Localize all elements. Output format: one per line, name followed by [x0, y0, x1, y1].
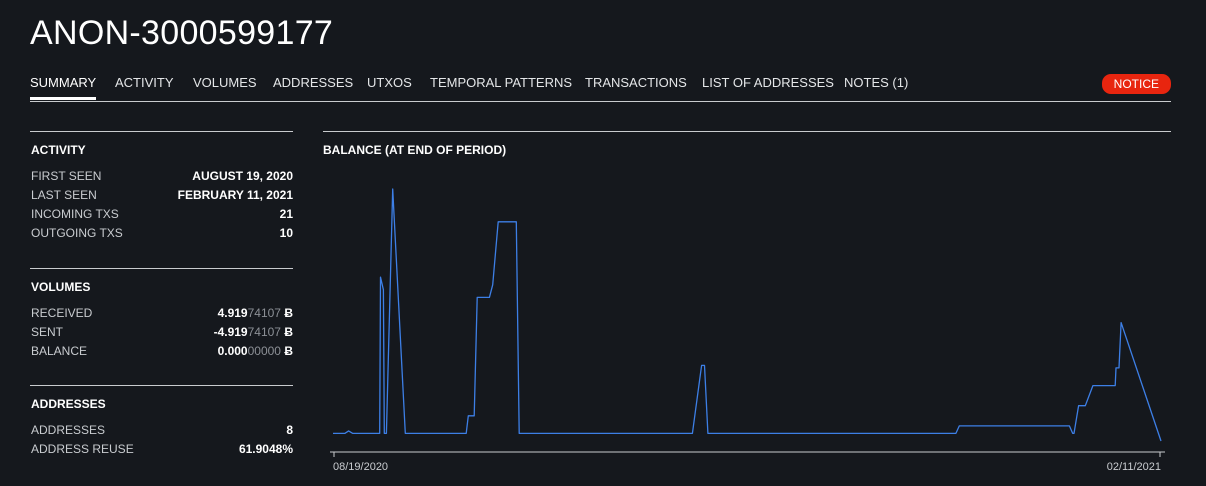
- tab-utxos[interactable]: UTXOS: [367, 75, 412, 90]
- page-title: ANON-3000599177: [30, 14, 334, 52]
- addresses-count-label: ADDRESSES: [31, 423, 106, 437]
- address-reuse-row: ADDRESS REUSE 61.9048%: [31, 442, 293, 461]
- balance-value: 0.00000000 Ƀ: [217, 344, 293, 358]
- bitcoin-icon: Ƀ: [284, 306, 293, 320]
- bitcoin-icon: Ƀ: [284, 344, 293, 358]
- sent-row: SENT -4.91974107 Ƀ: [31, 325, 293, 344]
- volumes-section-title: VOLUMES: [31, 280, 91, 294]
- tab-addresses[interactable]: ADDRESSES: [273, 75, 354, 90]
- sent-value: -4.91974107 Ƀ: [213, 325, 293, 339]
- last-seen-row: LAST SEEN FEBRUARY 11, 2021: [31, 188, 293, 207]
- x-tick-label-start: 08/19/2020: [333, 461, 388, 472]
- notice-badge[interactable]: NOTICE: [1101, 74, 1171, 94]
- tab-volumes[interactable]: VOLUMES: [193, 75, 257, 90]
- tab-bar: SUMMARY ACTIVITY VOLUMES ADDRESSES UTXOS…: [30, 74, 1171, 102]
- chart-title: BALANCE (AT END OF PERIOD): [323, 143, 507, 157]
- received-label: RECEIVED: [31, 306, 93, 320]
- balance-row: BALANCE 0.00000000 Ƀ: [31, 344, 293, 363]
- first-seen-value: AUGUST 19, 2020: [192, 169, 293, 183]
- incoming-txs-row: INCOMING TXS 21: [31, 207, 293, 226]
- tab-activity[interactable]: ACTIVITY: [115, 75, 174, 90]
- addresses-count-value: 8: [286, 423, 293, 437]
- tab-list-of-addresses[interactable]: LIST OF ADDRESSES: [702, 75, 834, 90]
- last-seen-label: LAST SEEN: [31, 188, 97, 202]
- address-reuse-label: ADDRESS REUSE: [31, 442, 134, 456]
- outgoing-txs-row: OUTGOING TXS 10: [31, 226, 293, 245]
- addresses-section: ADDRESSES ADDRESSES 8 ADDRESS REUSE 61.9…: [30, 385, 293, 476]
- balance-chart-panel: BALANCE (AT END OF PERIOD) 08/19/2020 02…: [323, 131, 1171, 472]
- activity-section: ACTIVITY FIRST SEEN AUGUST 19, 2020 LAST…: [30, 131, 293, 252]
- received-value: 4.91974107 Ƀ: [217, 306, 293, 320]
- balance-label: BALANCE: [31, 344, 88, 358]
- addresses-section-title: ADDRESSES: [31, 397, 106, 411]
- tab-temporal-patterns[interactable]: TEMPORAL PATTERNS: [430, 75, 573, 90]
- tab-notes[interactable]: NOTES (1): [844, 75, 909, 90]
- addresses-count-row: ADDRESSES 8: [31, 423, 293, 442]
- balance-series-line: [333, 188, 1162, 442]
- received-row: RECEIVED 4.91974107 Ƀ: [31, 306, 293, 325]
- activity-section-title: ACTIVITY: [31, 143, 86, 157]
- x-tick-label-end: 02/11/2021: [1107, 461, 1161, 472]
- incoming-txs-label: INCOMING TXS: [31, 207, 119, 221]
- incoming-txs-value: 21: [279, 207, 293, 221]
- outgoing-txs-value: 10: [279, 226, 293, 240]
- outgoing-txs-label: OUTGOING TXS: [31, 226, 123, 240]
- last-seen-value: FEBRUARY 11, 2021: [177, 188, 293, 202]
- volumes-section: VOLUMES RECEIVED 4.91974107 Ƀ SENT -4.91…: [30, 268, 293, 369]
- tab-summary[interactable]: SUMMARY: [30, 75, 97, 100]
- sent-label: SENT: [31, 325, 64, 339]
- balance-chart: 08/19/2020 02/11/2021: [330, 188, 1165, 472]
- bitcoin-icon: Ƀ: [284, 325, 293, 339]
- first-seen-label: FIRST SEEN: [31, 169, 102, 183]
- tab-transactions[interactable]: TRANSACTIONS: [585, 75, 687, 90]
- first-seen-row: FIRST SEEN AUGUST 19, 2020: [31, 169, 293, 188]
- address-reuse-value: 61.9048%: [238, 442, 293, 456]
